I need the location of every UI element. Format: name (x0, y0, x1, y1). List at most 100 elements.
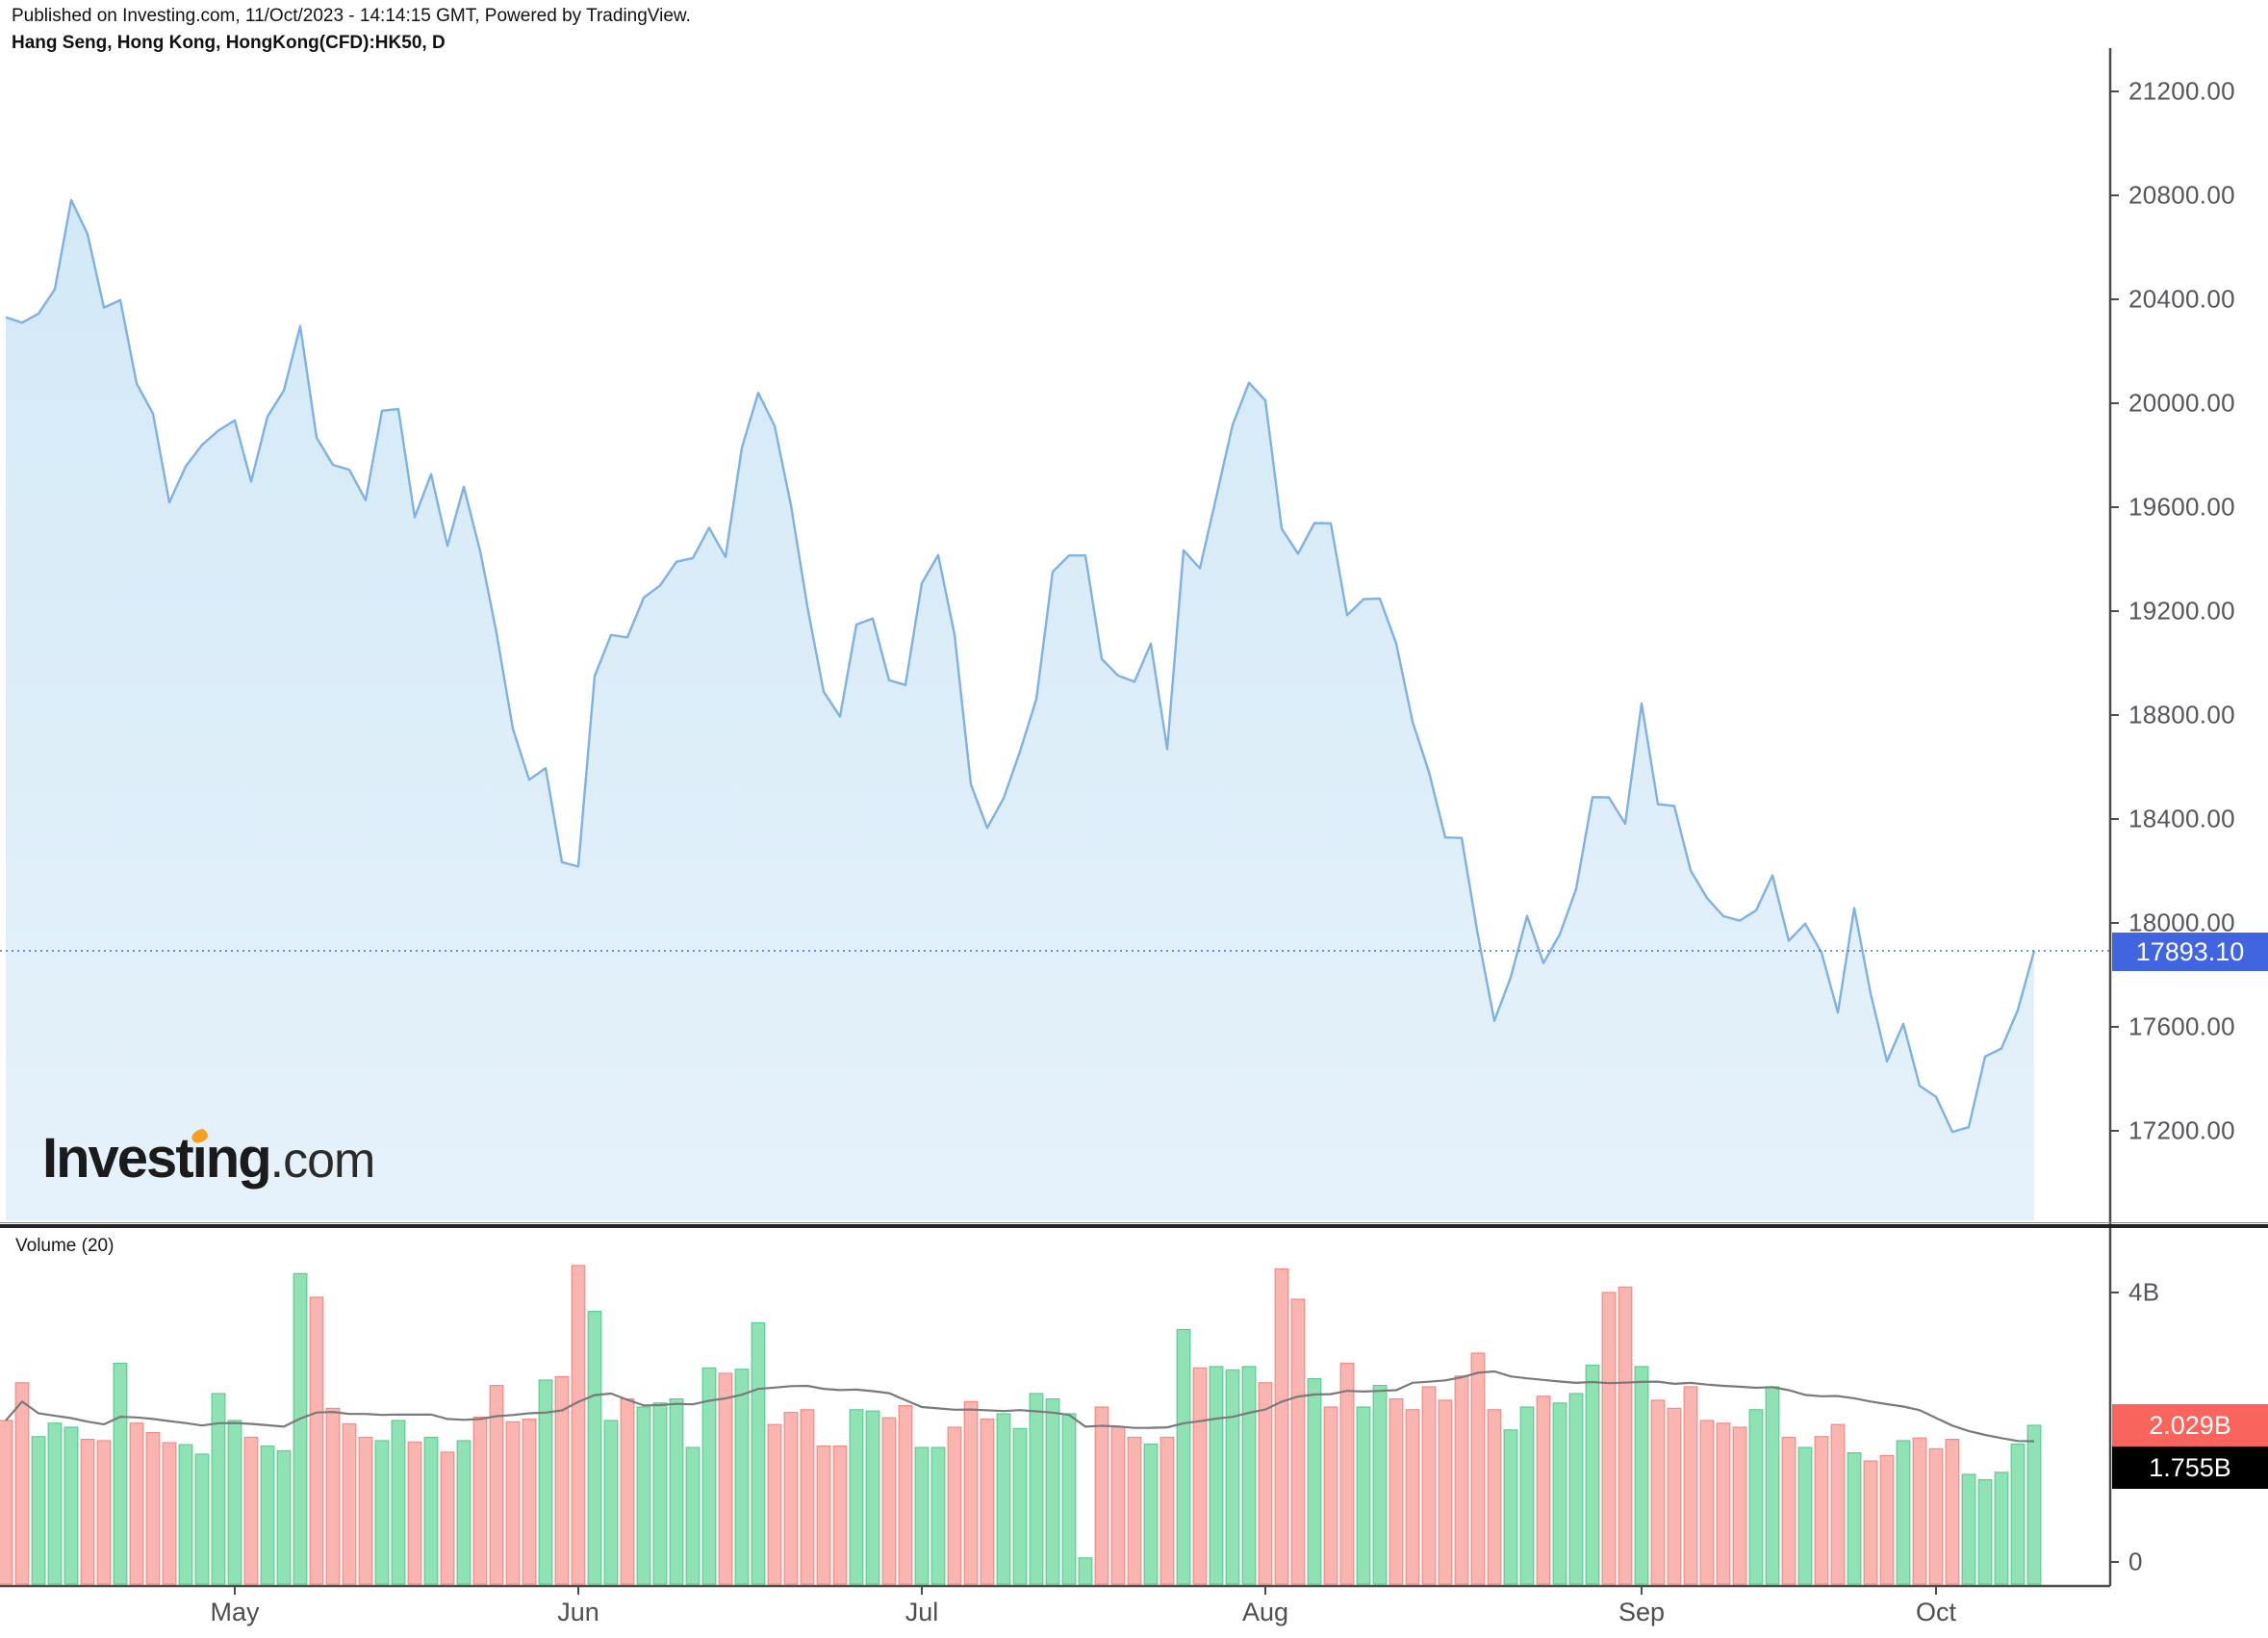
volume-bar[interactable] (96, 1440, 112, 1585)
volume-bar[interactable] (1127, 1436, 1142, 1585)
volume-bar[interactable] (423, 1436, 439, 1585)
volume-bar[interactable] (1045, 1397, 1060, 1585)
volume-bar[interactable] (832, 1445, 848, 1585)
volume-bar[interactable] (1797, 1446, 1813, 1585)
volume-bar[interactable] (440, 1451, 455, 1585)
volume-bar[interactable] (1487, 1409, 1502, 1585)
volume-bar[interactable] (456, 1440, 471, 1585)
volume-bar[interactable] (243, 1436, 259, 1585)
volume-bar[interactable] (0, 1420, 13, 1585)
volume-bar[interactable] (505, 1420, 521, 1585)
volume-bar[interactable] (1601, 1292, 1617, 1585)
volume-bar[interactable] (1765, 1386, 1780, 1585)
volume-bar[interactable] (1094, 1406, 1109, 1585)
volume-bar[interactable] (276, 1449, 292, 1585)
volume-bar[interactable] (1748, 1409, 1764, 1585)
price-line[interactable] (5, 198, 2036, 1134)
volume-bar[interactable] (1274, 1267, 1289, 1585)
volume-bar[interactable] (1552, 1402, 1567, 1585)
volume-bar[interactable] (1928, 1447, 1944, 1585)
volume-bar[interactable] (767, 1423, 782, 1585)
volume-bar[interactable] (1977, 1478, 1993, 1585)
volume-bar[interactable] (1519, 1406, 1535, 1585)
volume-bar[interactable] (1454, 1375, 1469, 1585)
volume-bar[interactable] (1503, 1429, 1518, 1585)
volume-bar[interactable] (407, 1441, 422, 1585)
volume-bar[interactable] (374, 1440, 390, 1585)
volume-bar[interactable] (538, 1379, 553, 1585)
volume-bar[interactable] (783, 1411, 799, 1585)
volume-bar[interactable] (325, 1407, 341, 1585)
volume-bar[interactable] (636, 1406, 651, 1585)
volume-bar[interactable] (129, 1422, 144, 1585)
volume-bar[interactable] (1209, 1366, 1224, 1585)
volume-bar[interactable] (1258, 1382, 1273, 1585)
volume-bar[interactable] (1159, 1436, 1175, 1585)
volume-bar[interactable] (1667, 1407, 1682, 1585)
volume-bar[interactable] (718, 1372, 733, 1585)
volume-bar[interactable] (1421, 1386, 1437, 1585)
volume-bar[interactable] (145, 1431, 161, 1585)
volume-bar[interactable] (963, 1400, 979, 1585)
volume-bar[interactable] (1143, 1443, 1159, 1585)
volume-bar[interactable] (1192, 1367, 1208, 1585)
volume-bar[interactable] (1863, 1460, 1878, 1585)
volume-bar[interactable] (571, 1265, 586, 1585)
volume-ma-line[interactable] (5, 1369, 2035, 1443)
volume-bar[interactable] (1912, 1437, 1927, 1585)
pane-separator[interactable] (0, 1224, 2268, 1228)
volume-bar[interactable] (489, 1384, 504, 1585)
volume-bar[interactable] (1356, 1406, 1371, 1585)
volume-bar[interactable] (849, 1409, 864, 1585)
volume-bar[interactable] (31, 1436, 46, 1585)
volume-bar[interactable] (227, 1420, 242, 1585)
volume-bar[interactable] (14, 1382, 30, 1585)
volume-bar[interactable] (194, 1453, 210, 1585)
volume-bar[interactable] (1405, 1409, 1420, 1585)
volume-bar[interactable] (1061, 1413, 1077, 1585)
volume-bar[interactable] (1078, 1557, 1093, 1585)
volume-bar[interactable] (1994, 1472, 2009, 1585)
volume-bar[interactable] (391, 1420, 406, 1585)
volume-bar[interactable] (1568, 1393, 1584, 1585)
volume-bar[interactable] (1438, 1399, 1453, 1585)
volume-bar[interactable] (1372, 1384, 1388, 1585)
volume-bar[interactable] (1389, 1397, 1404, 1585)
volume-bar[interactable] (685, 1446, 701, 1585)
volume-bar[interactable] (1323, 1406, 1338, 1585)
volume-bar[interactable] (1290, 1298, 1306, 1585)
volume-bar[interactable] (554, 1375, 570, 1585)
volume-bar[interactable] (2010, 1443, 2026, 1585)
volume-bar[interactable] (701, 1367, 717, 1585)
volume-bar[interactable] (751, 1321, 766, 1585)
volume-bar[interactable] (260, 1445, 275, 1585)
volume-bar[interactable] (652, 1402, 668, 1585)
volume-bar[interactable] (1732, 1426, 1747, 1585)
volume-bar[interactable] (342, 1422, 357, 1585)
volume-bar[interactable] (865, 1410, 880, 1585)
volume-bar[interactable] (1683, 1386, 1698, 1585)
volume-bar[interactable] (914, 1446, 930, 1585)
volume-bar[interactable] (1339, 1362, 1355, 1585)
volume-bar[interactable] (980, 1418, 995, 1585)
volume-bar[interactable] (47, 1422, 63, 1585)
volume-bar[interactable] (1945, 1438, 1960, 1585)
volume-bar[interactable] (178, 1444, 193, 1585)
volume-bar[interactable] (947, 1426, 962, 1585)
volume-bar[interactable] (162, 1442, 177, 1585)
volume-bar[interactable] (1470, 1352, 1486, 1585)
volume-bar[interactable] (472, 1416, 488, 1585)
volume-bar[interactable] (898, 1404, 913, 1585)
volume-bar[interactable] (1110, 1426, 1126, 1585)
volume-bar[interactable] (930, 1446, 946, 1585)
volume-bar[interactable] (1896, 1440, 1911, 1585)
volume-bar[interactable] (80, 1438, 95, 1585)
volume-bar[interactable] (734, 1369, 750, 1585)
volume-bar[interactable] (1618, 1286, 1633, 1585)
volume-bar[interactable] (1961, 1473, 1976, 1585)
volume-bar[interactable] (1536, 1395, 1551, 1585)
volume-bar[interactable] (1307, 1377, 1322, 1585)
volume-bar[interactable] (1585, 1364, 1600, 1585)
volume-bar[interactable] (1650, 1399, 1666, 1585)
volume-bar[interactable] (522, 1418, 537, 1585)
